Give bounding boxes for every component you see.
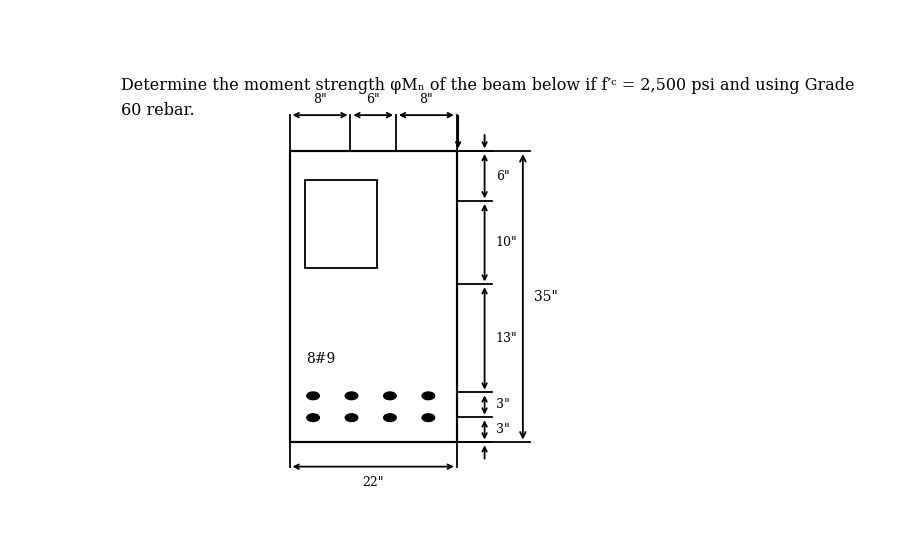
Circle shape	[422, 392, 435, 400]
Bar	[290, 151, 457, 442]
Text: 10": 10"	[496, 236, 517, 250]
Text: 6": 6"	[366, 93, 380, 106]
Text: Determine the moment strength φMₙ of the beam below if f′ᶜ = 2,500 psi and using: Determine the moment strength φMₙ of the…	[120, 77, 854, 94]
Circle shape	[345, 392, 357, 400]
Circle shape	[307, 414, 320, 422]
Text: 8": 8"	[419, 93, 433, 106]
Text: 22": 22"	[363, 476, 384, 489]
Text: 3": 3"	[496, 399, 509, 411]
Circle shape	[422, 414, 435, 422]
Bar	[304, 181, 376, 268]
Text: 35": 35"	[534, 290, 558, 304]
Text: 8#9: 8#9	[306, 352, 336, 367]
Circle shape	[383, 414, 396, 422]
Text: 6": 6"	[496, 169, 509, 183]
Circle shape	[383, 392, 396, 400]
Circle shape	[345, 414, 357, 422]
Circle shape	[307, 392, 320, 400]
Text: 60 rebar.: 60 rebar.	[120, 102, 194, 119]
Text: 8": 8"	[313, 93, 327, 106]
Text: 3": 3"	[496, 423, 509, 437]
Text: 13": 13"	[496, 332, 517, 345]
